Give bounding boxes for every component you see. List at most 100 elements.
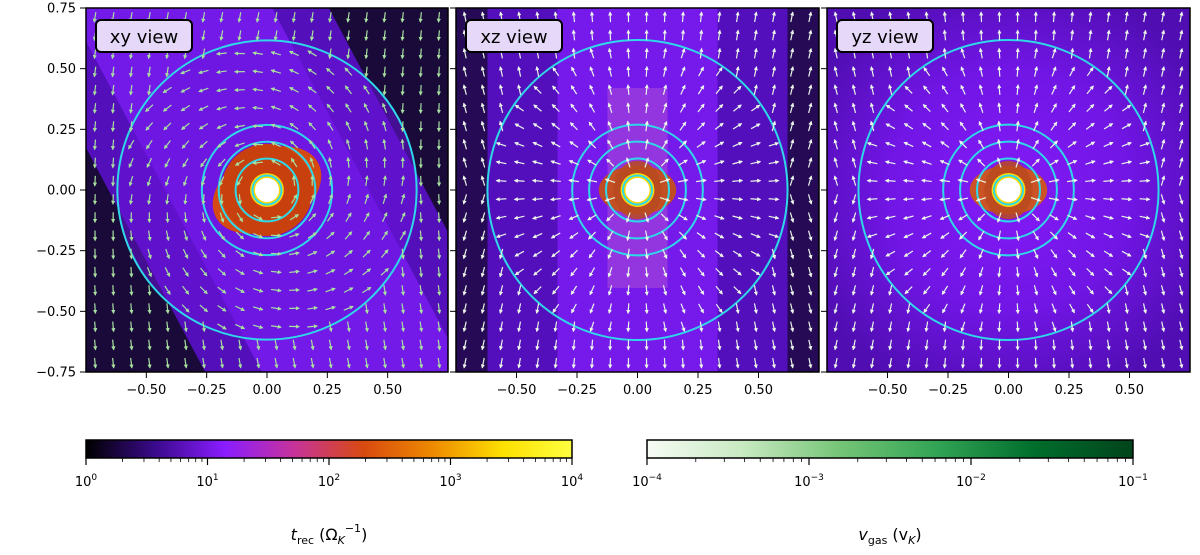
velocity-arrow — [628, 67, 629, 77]
velocity-arrow — [1017, 67, 1018, 77]
velocity-arrow — [384, 85, 385, 95]
y-tick-label: 0.75 — [47, 2, 76, 17]
x-tick-label: 0.50 — [1115, 383, 1144, 398]
x-tick-label: 0.25 — [684, 383, 713, 398]
colorbar-tick-label: 10−4 — [632, 473, 662, 490]
colorbar-tick-label: 10−1 — [1118, 473, 1148, 490]
x-tick-label: −0.25 — [187, 383, 227, 398]
velocity-arrow — [95, 303, 96, 313]
velocity-arrow — [999, 322, 1000, 332]
y-tick-label: −0.75 — [36, 366, 76, 381]
velocity-arrow — [750, 199, 760, 200]
velocity-arrow — [999, 67, 1000, 77]
velocity-arrow — [1121, 181, 1131, 182]
velocity-arrow — [402, 85, 403, 95]
velocity-arrow — [646, 322, 647, 332]
velocity-arrow — [682, 340, 683, 350]
velocity-arrow — [253, 126, 263, 127]
velocity-arrow — [610, 340, 611, 350]
velocity-arrow — [963, 12, 964, 22]
x-tick-label: 0.00 — [623, 383, 652, 398]
velocity-arrow — [496, 199, 506, 200]
panel-label-text: yz view — [851, 27, 918, 48]
velocity-arrow — [439, 85, 440, 95]
velocity-arrow — [1035, 340, 1036, 350]
velocity-arrow — [963, 358, 964, 368]
velocity-arrow — [515, 199, 525, 200]
velocity-arrow — [981, 30, 982, 40]
colorbar-tick-label: 102 — [318, 473, 340, 490]
velocity-arrow — [113, 285, 114, 295]
y-axis: 0.750.500.250.00−0.25−0.50−0.75 — [36, 2, 76, 381]
velocity-arrow — [646, 49, 647, 59]
velocity-arrow — [131, 285, 132, 295]
velocity-arrow — [1140, 199, 1150, 200]
velocity-arrow — [867, 199, 877, 200]
velocity-arrow — [867, 181, 877, 182]
velocity-arrow — [330, 176, 331, 186]
velocity-arrow — [664, 340, 665, 350]
velocity-arrow — [439, 231, 440, 241]
x-tick-label: 0.00 — [994, 383, 1023, 398]
velocity-arrow — [963, 340, 964, 350]
velocity-arrow — [664, 30, 665, 40]
velocity-arrow — [769, 199, 779, 200]
velocity-arrow — [646, 303, 647, 313]
velocity-arrow — [646, 67, 647, 77]
x-tick-label: 0.25 — [313, 383, 342, 398]
velocity-arrow — [1053, 358, 1054, 368]
x-tick-label: −0.50 — [868, 383, 908, 398]
colorbar-label: vgas (vK) — [858, 525, 921, 547]
velocity-arrow — [420, 212, 421, 222]
velocity-arrow — [95, 140, 96, 150]
x-tick-label: 0.50 — [373, 383, 402, 398]
velocity-arrow — [439, 49, 440, 59]
velocity-arrow — [682, 12, 683, 22]
velocity-arrow — [1017, 303, 1018, 313]
velocity-arrow — [113, 303, 114, 313]
x-tick-label: 0.50 — [744, 383, 773, 398]
x-tick-label: −0.25 — [928, 383, 968, 398]
velocity-arrow — [886, 199, 896, 200]
velocity-arrow — [628, 49, 629, 59]
velocity-arrow — [592, 358, 593, 368]
velocity-arrow — [592, 12, 593, 22]
velocity-arrow — [592, 30, 593, 40]
velocity-arrow — [592, 340, 593, 350]
velocity-arrow — [682, 358, 683, 368]
velocity-arrow — [515, 181, 525, 182]
velocity-arrow — [750, 181, 760, 182]
velocity-arrow — [1035, 30, 1036, 40]
colorbar-tick-label: 10−2 — [956, 473, 986, 490]
velocity-arrow — [439, 212, 440, 222]
core-white — [996, 178, 1020, 202]
velocity-arrow — [496, 181, 506, 182]
colorbar-tick-label: 103 — [439, 473, 461, 490]
velocity-arrow — [421, 85, 422, 95]
colorbar-bar — [86, 440, 572, 458]
velocity-arrow — [1121, 199, 1131, 200]
velocity-arrow — [610, 30, 611, 40]
velocity-arrow — [402, 103, 403, 113]
velocity-arrow — [113, 176, 114, 186]
y-tick-label: 0.50 — [47, 62, 76, 77]
velocity-arrow — [682, 30, 683, 40]
velocity-arrow — [439, 67, 440, 77]
panel-label-text: xz view — [480, 27, 547, 48]
panel-xz — [456, 8, 819, 372]
x-tick-label: 0.25 — [1055, 383, 1084, 398]
velocity-arrow — [999, 49, 1000, 59]
velocity-arrow — [999, 303, 1000, 313]
velocity-arrow — [769, 181, 779, 182]
velocity-arrow — [131, 267, 132, 277]
colorbar-tick-label: 101 — [196, 473, 218, 490]
panel-label-text: xy view — [110, 27, 178, 48]
velocity-arrow — [95, 158, 96, 168]
velocity-arrow — [1140, 181, 1150, 182]
colorbar-label: trec (ΩK−1) — [291, 522, 368, 547]
panel-yz — [827, 8, 1190, 372]
colorbar-tick-label: 10−3 — [794, 473, 824, 490]
colorbar-bar — [647, 440, 1133, 458]
